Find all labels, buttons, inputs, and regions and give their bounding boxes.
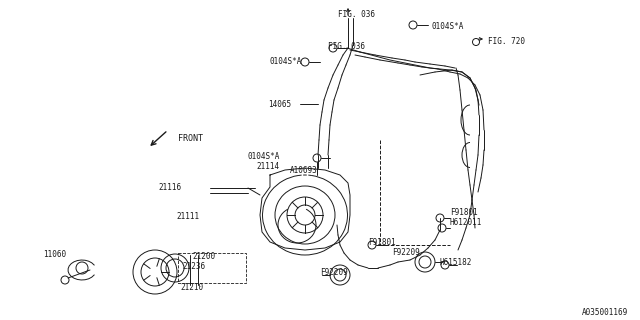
Text: 21111: 21111 <box>177 212 200 221</box>
Text: 21116: 21116 <box>159 183 182 192</box>
Text: 21210: 21210 <box>180 283 204 292</box>
Text: F91801: F91801 <box>368 238 396 247</box>
Text: 0104S*A: 0104S*A <box>270 57 302 66</box>
Text: 11060: 11060 <box>43 250 66 259</box>
Text: 0104S*A: 0104S*A <box>248 152 280 161</box>
Text: H612011: H612011 <box>450 218 483 227</box>
Text: FIG. 720: FIG. 720 <box>488 37 525 46</box>
Text: 14065: 14065 <box>268 100 291 109</box>
Text: 0104S*A: 0104S*A <box>432 22 465 31</box>
Text: A035001169: A035001169 <box>582 308 628 317</box>
Text: FRONT: FRONT <box>178 134 203 143</box>
Text: F92209: F92209 <box>392 248 420 257</box>
Text: 21114: 21114 <box>256 162 279 171</box>
Text: 21200: 21200 <box>192 252 215 261</box>
Text: FIG. 036: FIG. 036 <box>328 42 365 51</box>
Text: FIG. 036: FIG. 036 <box>338 10 375 19</box>
Text: 21236: 21236 <box>182 262 205 271</box>
Text: A10693: A10693 <box>290 166 317 175</box>
Text: F92209: F92209 <box>320 268 348 277</box>
Text: F91801: F91801 <box>450 208 477 217</box>
Text: H615182: H615182 <box>440 258 472 267</box>
